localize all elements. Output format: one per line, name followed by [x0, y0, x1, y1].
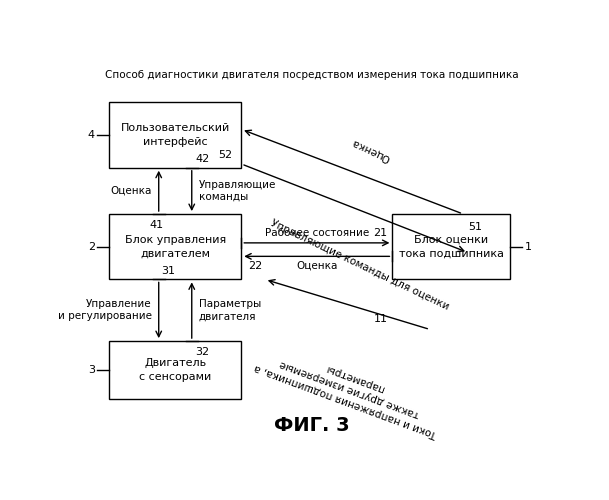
Text: 4: 4: [88, 130, 95, 140]
FancyBboxPatch shape: [109, 341, 241, 399]
FancyBboxPatch shape: [392, 214, 510, 280]
Text: 21: 21: [373, 228, 388, 238]
Text: Управление
и регулирование: Управление и регулирование: [58, 299, 152, 322]
FancyBboxPatch shape: [109, 102, 241, 168]
Text: Оценка: Оценка: [110, 186, 152, 196]
Text: Управляющие
команды: Управляющие команды: [199, 180, 276, 202]
Text: 42: 42: [195, 154, 209, 164]
Text: 41: 41: [149, 220, 163, 230]
Text: Способ диагностики двигателя посредством измерения тока подшипника: Способ диагностики двигателя посредством…: [105, 70, 519, 80]
Text: ФИГ. 3: ФИГ. 3: [274, 416, 350, 436]
Text: Токи и напряжения подшипника, а
также другие измеряемые
параметры: Токи и напряжения подшипника, а также др…: [253, 339, 447, 440]
Text: 2: 2: [88, 242, 95, 252]
Text: Рабочее состояние: Рабочее состояние: [265, 228, 369, 238]
Text: Оценка: Оценка: [350, 138, 392, 164]
Text: Блок оценки
тока подшипника: Блок оценки тока подшипника: [399, 234, 504, 258]
Text: Параметры
двигателя: Параметры двигателя: [199, 299, 261, 322]
Text: Двигатель
с сенсорами: Двигатель с сенсорами: [139, 358, 211, 382]
Text: Пользовательский
интерфейс: Пользовательский интерфейс: [121, 123, 230, 147]
Text: 52: 52: [218, 150, 232, 160]
Text: 22: 22: [248, 261, 262, 271]
Text: 3: 3: [88, 365, 95, 375]
Text: Управляющие команды для оценки: Управляющие команды для оценки: [269, 218, 450, 312]
Text: 31: 31: [161, 266, 175, 276]
Text: 1: 1: [524, 242, 532, 252]
Text: 51: 51: [468, 222, 482, 232]
Text: 32: 32: [195, 347, 209, 357]
Text: Оценка: Оценка: [296, 261, 337, 271]
FancyBboxPatch shape: [109, 214, 241, 280]
Text: 11: 11: [373, 314, 387, 324]
Text: Блок управления
двигателем: Блок управления двигателем: [125, 234, 226, 258]
